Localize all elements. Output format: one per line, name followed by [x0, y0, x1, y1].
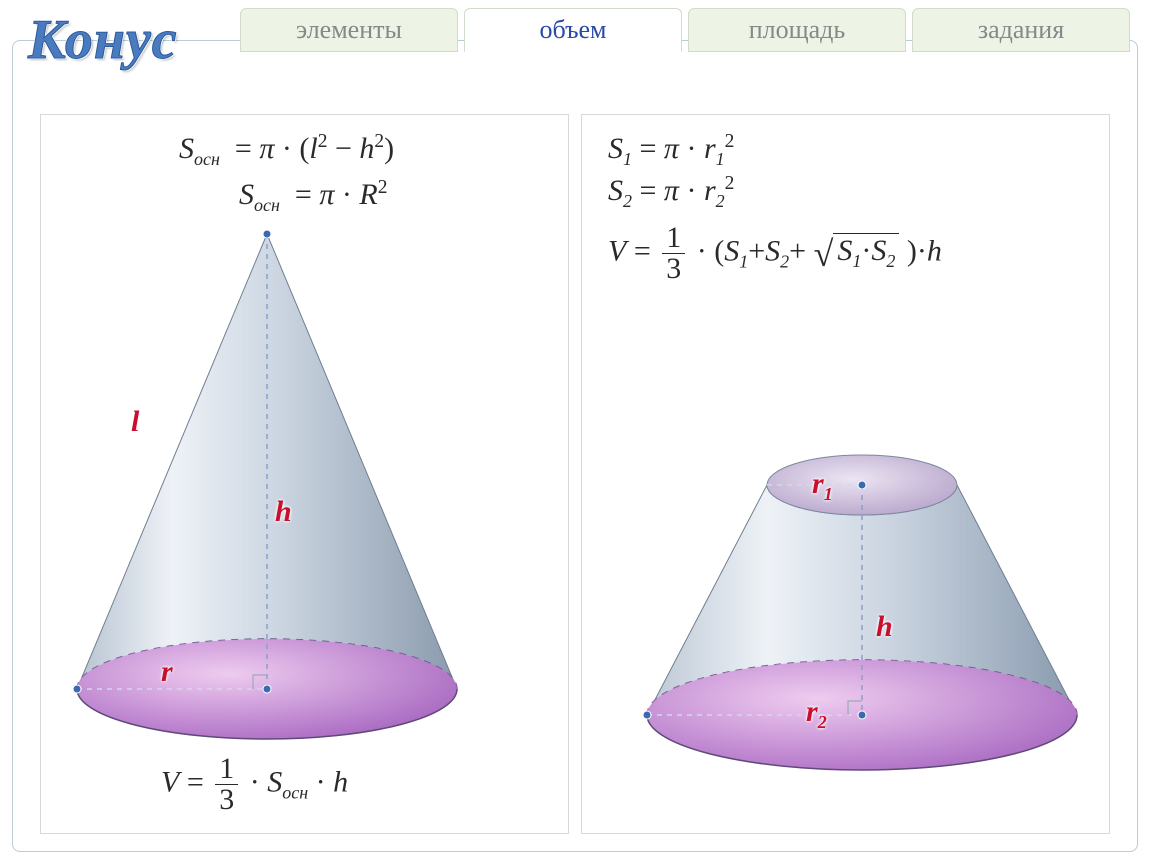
tab-elements[interactable]: элементы	[240, 8, 458, 52]
label-l: l	[131, 405, 139, 439]
label-r1: r1	[812, 467, 833, 505]
label-r2: r2	[806, 695, 827, 733]
label-h-frustum: h	[876, 610, 893, 644]
panels-row: Sосн = π · (l2 − h2) Sосн = π · R2	[40, 114, 1110, 834]
tab-area[interactable]: площадь	[688, 8, 906, 52]
label-r: r	[161, 655, 173, 689]
panel-frustum: S1 = π · r12 S2 = π · r22 V = 13 · (S1+S…	[581, 114, 1110, 834]
label-h: h	[275, 495, 292, 529]
tab-volume[interactable]: объем	[464, 8, 682, 52]
tabs: элементы объем площадь задания	[240, 8, 1130, 52]
page-title: Конус	[28, 8, 178, 72]
tab-tasks[interactable]: задания	[912, 8, 1130, 52]
panel-cone: Sосн = π · (l2 − h2) Sосн = π · R2	[40, 114, 569, 834]
formula-v-cone: V = 13 · Sосн · h	[161, 754, 348, 815]
frustum-figure	[582, 155, 1122, 795]
cone-figure	[47, 159, 567, 779]
